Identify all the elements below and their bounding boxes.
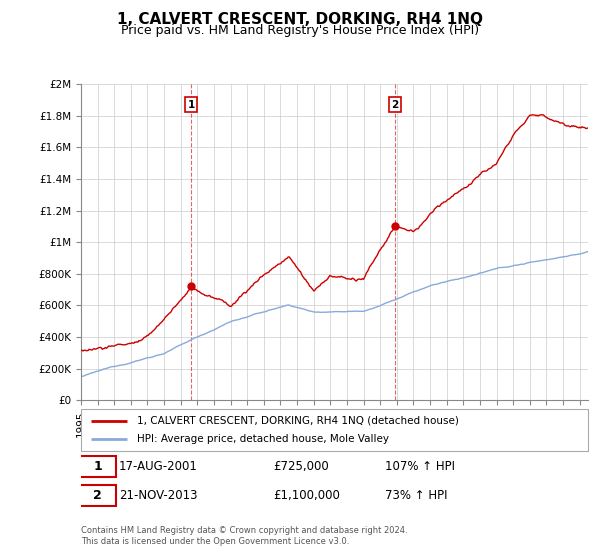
- Text: 1: 1: [188, 100, 195, 110]
- Text: 73% ↑ HPI: 73% ↑ HPI: [385, 489, 448, 502]
- FancyBboxPatch shape: [79, 456, 116, 477]
- Text: £1,100,000: £1,100,000: [274, 489, 341, 502]
- FancyBboxPatch shape: [79, 485, 116, 506]
- Text: £725,000: £725,000: [274, 460, 329, 473]
- Text: 2: 2: [392, 100, 399, 110]
- Text: 1, CALVERT CRESCENT, DORKING, RH4 1NQ: 1, CALVERT CRESCENT, DORKING, RH4 1NQ: [117, 12, 483, 27]
- FancyBboxPatch shape: [81, 409, 588, 451]
- Text: 1, CALVERT CRESCENT, DORKING, RH4 1NQ (detached house): 1, CALVERT CRESCENT, DORKING, RH4 1NQ (d…: [137, 416, 458, 426]
- Text: Contains HM Land Registry data © Crown copyright and database right 2024.
This d: Contains HM Land Registry data © Crown c…: [81, 526, 407, 546]
- Text: 1: 1: [94, 460, 102, 473]
- Text: 2: 2: [94, 489, 102, 502]
- Text: Price paid vs. HM Land Registry's House Price Index (HPI): Price paid vs. HM Land Registry's House …: [121, 24, 479, 36]
- Text: 17-AUG-2001: 17-AUG-2001: [119, 460, 198, 473]
- Text: 107% ↑ HPI: 107% ↑ HPI: [385, 460, 455, 473]
- Text: 21-NOV-2013: 21-NOV-2013: [119, 489, 197, 502]
- Text: HPI: Average price, detached house, Mole Valley: HPI: Average price, detached house, Mole…: [137, 434, 389, 444]
